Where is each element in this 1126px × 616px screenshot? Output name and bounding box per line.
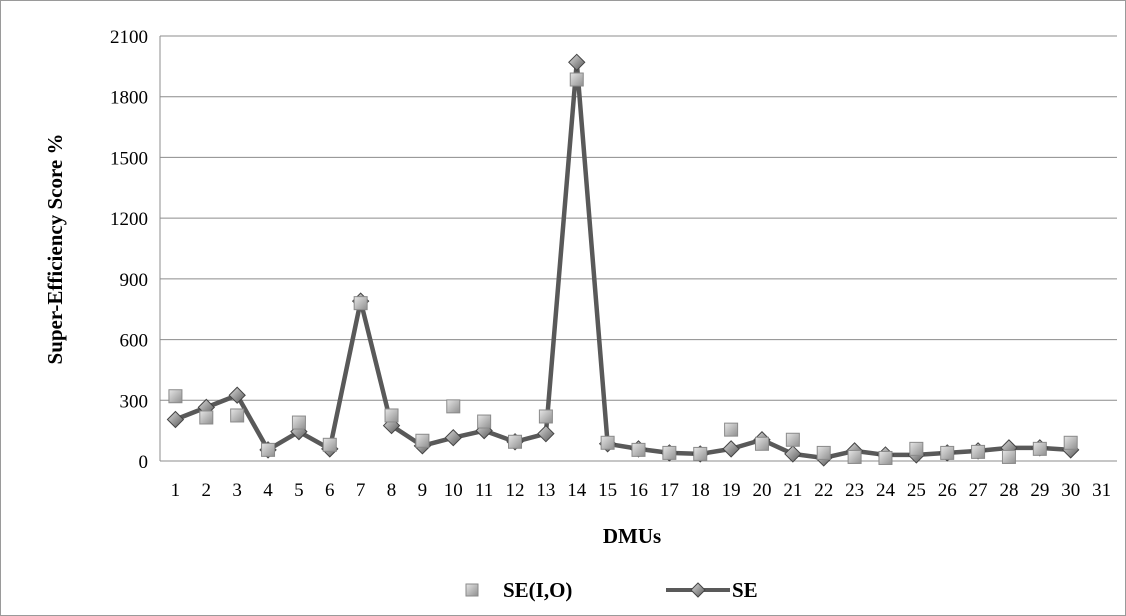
x-axis-title: DMUs <box>603 524 661 548</box>
seio-marker <box>477 414 492 429</box>
seio-marker <box>415 433 430 448</box>
seio-marker <box>291 415 306 430</box>
seio-marker <box>353 296 368 311</box>
seio-marker <box>508 434 523 449</box>
y-axis-title: Super-Efficiency Score % <box>43 134 67 365</box>
axes <box>159 36 1117 462</box>
se-marker <box>722 440 740 458</box>
gridlines <box>160 35 1117 401</box>
se-marker <box>166 410 185 429</box>
x-tick-labels: 1 2 3 4 5 6 7 8 9 10 11 12 13 14 15 16 17 18 19 20 21 22 23 24 2… <box>171 480 1111 501</box>
y-tick-label: 900 <box>120 270 149 291</box>
x-tick-label: 11 <box>475 480 493 501</box>
seio-marker <box>322 437 337 452</box>
seio-marker <box>168 389 183 404</box>
x-tick-label: 31 <box>1092 480 1111 501</box>
seio-marker <box>940 445 955 460</box>
seio-marker <box>600 435 615 450</box>
se-line <box>174 60 1071 461</box>
x-tick-label: 3 <box>232 480 242 501</box>
seio-marker <box>909 441 924 456</box>
x-tick-label: 27 <box>969 480 988 501</box>
x-tick-label: 30 <box>1061 480 1080 501</box>
legend: SE(I,O) SE <box>465 578 758 602</box>
y-tick-label: 1800 <box>110 88 148 109</box>
se-marker <box>228 386 246 404</box>
x-tick-label: 8 <box>387 480 397 501</box>
seio-marker <box>878 450 893 465</box>
x-tick-label: 23 <box>845 480 864 501</box>
x-tick-label: 24 <box>876 480 896 501</box>
x-tick-label: 5 <box>294 480 304 501</box>
seio-marker <box>847 449 862 464</box>
seio-marker <box>199 410 214 425</box>
series-seio-markers <box>168 72 1078 465</box>
seio-marker <box>693 446 708 461</box>
seio-marker <box>569 72 584 87</box>
x-tick-label: 4 <box>263 480 273 501</box>
x-tick-label: 17 <box>660 480 679 501</box>
x-tick-label: 26 <box>938 480 957 501</box>
x-tick-label: 6 <box>325 480 335 501</box>
se-marker <box>537 424 555 443</box>
x-tick-label: 16 <box>629 480 648 501</box>
x-tick-label: 28 <box>999 480 1018 501</box>
seio-marker <box>1032 441 1047 456</box>
series-se-markers <box>166 53 1080 467</box>
seio-marker <box>816 445 831 460</box>
y-tick-label: 2100 <box>110 27 148 48</box>
x-tick-label: 12 <box>506 480 525 501</box>
legend-se-label: SE <box>732 578 758 602</box>
se-marker <box>784 445 802 463</box>
x-tick-label: 9 <box>418 480 428 501</box>
y-tick-label: 300 <box>120 391 149 412</box>
seio-marker <box>384 408 399 423</box>
y-tick-label: 1200 <box>110 209 148 230</box>
x-tick-label: 22 <box>814 480 833 501</box>
y-tick-label: 0 <box>139 452 149 473</box>
seio-marker <box>1063 435 1078 450</box>
seio-marker <box>631 442 646 457</box>
seio-marker <box>261 442 276 457</box>
x-tick-label: 18 <box>691 480 710 501</box>
se-marker <box>444 429 462 447</box>
legend-seio-marker-icon <box>465 583 479 597</box>
x-tick-label: 19 <box>722 480 741 501</box>
y-tick-labels: 0 300 600 900 1200 1500 1800 2100 <box>110 27 148 473</box>
seio-marker <box>662 445 677 460</box>
x-tick-label: 25 <box>907 480 926 501</box>
legend-se-marker-icon <box>690 582 706 598</box>
x-tick-label: 13 <box>536 480 555 501</box>
series-se-line <box>174 60 1071 461</box>
x-tick-label: 14 <box>567 480 587 501</box>
x-tick-label: 2 <box>202 480 212 501</box>
seio-marker <box>230 408 245 423</box>
x-tick-label: 29 <box>1030 480 1049 501</box>
x-tick-label: 21 <box>783 480 802 501</box>
legend-seio-label: SE(I,O) <box>503 578 572 602</box>
seio-marker <box>971 444 986 459</box>
x-tick-label: 7 <box>356 480 366 501</box>
seio-marker <box>446 399 461 414</box>
seio-marker <box>724 422 739 437</box>
x-tick-label: 15 <box>598 480 617 501</box>
y-tick-label: 1500 <box>110 148 148 169</box>
se-marker <box>568 53 586 72</box>
seio-marker <box>538 409 553 424</box>
seio-marker <box>1001 449 1016 464</box>
x-tick-label: 20 <box>752 480 771 501</box>
seio-marker <box>785 432 800 447</box>
x-tick-label: 1 <box>171 480 181 501</box>
seio-marker <box>754 436 769 451</box>
y-tick-label: 600 <box>120 331 149 352</box>
x-tick-label: 10 <box>444 480 463 501</box>
